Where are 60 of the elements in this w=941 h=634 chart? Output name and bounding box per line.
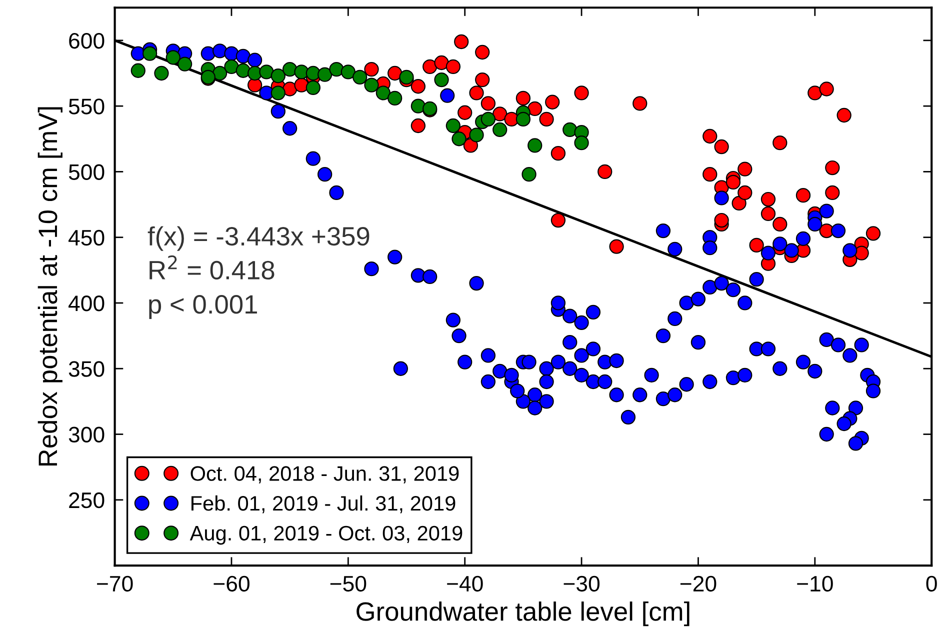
point — [142, 46, 158, 61]
point — [259, 64, 274, 80]
x-tick-label: −10 — [797, 576, 833, 592]
point — [154, 66, 169, 81]
x-tick-label: −40 — [447, 576, 483, 592]
point — [574, 136, 589, 150]
legend-label: Oct. 04, 2018 - Jun. 31, 2019 — [190, 466, 459, 484]
point — [528, 138, 542, 153]
point — [352, 70, 368, 85]
point — [492, 122, 508, 138]
x-axis-title: Groundwater table level [cm] — [356, 602, 690, 626]
point — [224, 59, 239, 74]
point — [364, 78, 379, 92]
x-tick-label: −50 — [330, 576, 366, 592]
point — [562, 122, 578, 138]
point — [480, 112, 496, 127]
legend-label: Feb. 01, 2019 - Jul. 31, 2019 — [192, 495, 456, 514]
x-tick-label: −20 — [680, 576, 716, 592]
point — [469, 128, 484, 142]
point — [446, 118, 461, 134]
annotation: R$^{2}$ = 0.418 — [150, 255, 274, 280]
point — [306, 80, 320, 96]
point — [388, 90, 402, 106]
y-tick-label: 250 — [69, 492, 104, 508]
point — [376, 86, 390, 100]
y-tick-label: 400 — [68, 296, 104, 312]
point — [236, 63, 250, 78]
x-tick-label: −60 — [214, 576, 250, 592]
point — [452, 132, 466, 146]
point — [410, 98, 426, 114]
x-tick-label: −30 — [564, 576, 600, 592]
point — [522, 167, 536, 182]
point — [516, 112, 531, 127]
point — [177, 56, 192, 72]
x-tick-label: 0 — [926, 576, 937, 592]
annotation: p < 0.001 — [149, 295, 257, 319]
y-tick-label: 300 — [68, 426, 104, 443]
y-tick-label: 450 — [68, 230, 104, 246]
point — [270, 86, 286, 100]
y-tick-label: 550 — [68, 98, 104, 114]
point — [166, 50, 180, 65]
x-tick-label: −70 — [97, 576, 133, 592]
annotation: f(x) = -3.443x +359 — [148, 226, 370, 251]
y-axis-title: Redox potential at -10 cm [mV] — [38, 107, 62, 466]
y-tick-label: 600 — [69, 32, 104, 49]
point — [340, 64, 356, 80]
point — [294, 64, 309, 80]
point — [318, 67, 332, 82]
y-tick-label: 500 — [68, 164, 104, 180]
point — [130, 63, 146, 78]
y-tick-label: 350 — [68, 361, 104, 377]
point — [270, 68, 286, 84]
point — [306, 66, 320, 81]
legend-label: Aug. 01, 2019 - Oct. 03, 2019 — [190, 526, 462, 545]
point — [434, 72, 449, 88]
point — [248, 66, 262, 81]
point — [399, 70, 414, 85]
point — [329, 62, 344, 77]
point — [212, 66, 228, 81]
point — [282, 62, 298, 77]
